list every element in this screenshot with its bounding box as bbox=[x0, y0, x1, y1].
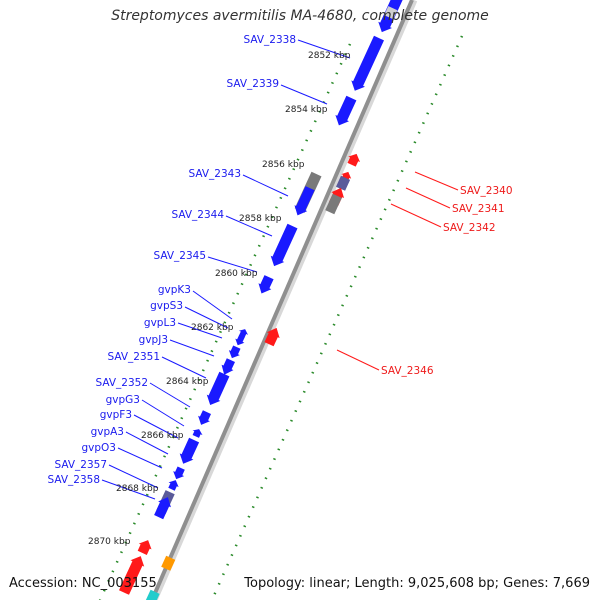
gene-label-gvpG3[interactable]: gvpG3 bbox=[106, 394, 140, 406]
gene-feature-gvpF3[interactable] bbox=[192, 429, 203, 438]
gene-label-SAV_2357[interactable]: SAV_2357 bbox=[54, 459, 107, 471]
gene-label-SAV_2344[interactable]: SAV_2344 bbox=[171, 209, 224, 221]
leader-line-gvpA3 bbox=[125, 431, 169, 455]
leader-line-gvpG3 bbox=[141, 399, 185, 427]
leader-line-SAV_2344 bbox=[225, 215, 273, 237]
kbp-label: 2868 kbp bbox=[116, 484, 159, 494]
gene-label-SAV_2352[interactable]: SAV_2352 bbox=[95, 377, 148, 389]
gene-feature-SAV_2361[interactable] bbox=[161, 555, 176, 571]
gene-label-gvpK3[interactable]: gvpK3 bbox=[158, 284, 191, 296]
kbp-label: 2864 kbp bbox=[166, 377, 209, 387]
kbp-label: 2856 kbp bbox=[262, 160, 305, 170]
leader-line-gvpF3 bbox=[133, 414, 179, 439]
accession-text: Accession: NC_003155 bbox=[9, 576, 157, 591]
gene-feature-SAV_2341-dark[interactable] bbox=[336, 175, 351, 191]
leader-line-SAV_2339 bbox=[280, 84, 328, 105]
gene-label-SAV_2351[interactable]: SAV_2351 bbox=[107, 351, 160, 363]
gene-label-SAV_2339[interactable]: SAV_2339 bbox=[226, 78, 279, 90]
leader-line-SAV_2345 bbox=[207, 256, 258, 273]
gene-feature-gvpG3[interactable] bbox=[198, 410, 211, 425]
kbp-label: 2860 kbp bbox=[215, 269, 258, 279]
kbp-label: 2858 kbp bbox=[239, 214, 282, 224]
leader-line-SAV_2358 bbox=[101, 479, 156, 500]
gene-label-gvpJ3[interactable]: gvpJ3 bbox=[139, 334, 168, 346]
gene-label-gvpA3[interactable]: gvpA3 bbox=[91, 426, 124, 438]
gene-feature-SAV_2358[interactable] bbox=[154, 497, 171, 520]
leader-line-gvpK3 bbox=[192, 290, 233, 320]
gene-feature-SAV_2352[interactable] bbox=[206, 371, 230, 405]
gene-label-SAV_2343[interactable]: SAV_2343 bbox=[188, 168, 241, 180]
gene-feature-gvpS3[interactable] bbox=[238, 329, 248, 338]
leader-line-gvpL3 bbox=[177, 322, 223, 339]
gene-feature-SAV_2339[interactable] bbox=[335, 95, 357, 126]
kbp-label: 2870 kbp bbox=[88, 537, 131, 547]
gene-feature-SAV_2344[interactable] bbox=[294, 186, 315, 216]
right-tick-guide bbox=[210, 35, 464, 601]
leader-line-SAV_2342 bbox=[390, 203, 442, 228]
leader-line-gvpO3 bbox=[117, 447, 163, 469]
gene-feature-SAV_2360[interactable] bbox=[119, 556, 145, 595]
leader-line-SAV_2340 bbox=[414, 171, 459, 191]
gene-feature-SAV_2351[interactable] bbox=[221, 358, 235, 375]
leader-line-SAV_2351 bbox=[161, 356, 207, 379]
leader-line-SAV_2343 bbox=[242, 174, 289, 197]
gene-feature-SAV_2338-grey[interactable] bbox=[384, 6, 398, 20]
leader-line-SAV_2341 bbox=[405, 187, 451, 209]
gene-feature-SAV_2346[interactable] bbox=[264, 327, 280, 347]
left-tick-guide bbox=[98, 43, 352, 601]
gene-feature-gvpK3[interactable] bbox=[258, 275, 274, 294]
gene-feature-gvpO3[interactable] bbox=[173, 466, 185, 480]
summary-text: Topology: linear; Length: 9,025,608 bp; … bbox=[244, 576, 590, 591]
gene-feature-SAV_2357[interactable] bbox=[168, 480, 179, 491]
gene-feature-SAV_2345[interactable] bbox=[270, 223, 298, 267]
kbp-label: 2852 kbp bbox=[308, 51, 351, 61]
gene-label-gvpO3[interactable]: gvpO3 bbox=[82, 442, 117, 454]
leader-line-gvpS3 bbox=[184, 306, 229, 329]
leader-line-SAV_2352 bbox=[149, 382, 191, 408]
gene-features bbox=[119, 0, 403, 604]
gene-feature-SAV_2340[interactable] bbox=[347, 153, 361, 167]
gene-label-SAV_2346[interactable]: SAV_2346 bbox=[381, 365, 434, 377]
leader-line-gvpJ3 bbox=[169, 339, 215, 357]
gene-label-gvpS3[interactable]: gvpS3 bbox=[150, 300, 183, 312]
gene-label-SAV_2345[interactable]: SAV_2345 bbox=[153, 250, 206, 262]
leader-line-SAV_2346 bbox=[336, 349, 380, 371]
gene-feature-gvpJ3[interactable] bbox=[228, 345, 241, 359]
label-leaders bbox=[101, 39, 459, 500]
gene-label-SAV_2341[interactable]: SAV_2341 bbox=[452, 203, 505, 215]
leader-line-SAV_2338 bbox=[297, 39, 351, 59]
kbp-label: 2862 kbp bbox=[191, 323, 234, 333]
gene-feature-gvpL3[interactable] bbox=[235, 334, 245, 346]
kbp-label: 2854 kbp bbox=[285, 105, 328, 115]
gene-label-SAV_2358[interactable]: SAV_2358 bbox=[47, 474, 100, 486]
gene-label-SAV_2338[interactable]: SAV_2338 bbox=[243, 34, 296, 46]
gene-feature-SAV_2338[interactable] bbox=[351, 35, 384, 91]
gene-label-gvpF3[interactable]: gvpF3 bbox=[100, 409, 132, 421]
leader-line-SAV_2357 bbox=[108, 464, 159, 489]
gene-label-SAV_2342[interactable]: SAV_2342 bbox=[443, 222, 496, 234]
gene-label-gvpL3[interactable]: gvpL3 bbox=[144, 317, 176, 329]
kbp-label: 2866 kbp bbox=[141, 431, 184, 441]
page-title: Streptomyces avermitilis MA-4680, comple… bbox=[111, 8, 489, 24]
gene-feature-gvpA3[interactable] bbox=[179, 437, 200, 464]
genome-backbone bbox=[150, 0, 414, 601]
gene-label-SAV_2340[interactable]: SAV_2340 bbox=[460, 185, 513, 197]
gene-feature-SAV_2359[interactable] bbox=[137, 540, 152, 555]
gene-feature-SAV_2342[interactable] bbox=[325, 193, 342, 215]
